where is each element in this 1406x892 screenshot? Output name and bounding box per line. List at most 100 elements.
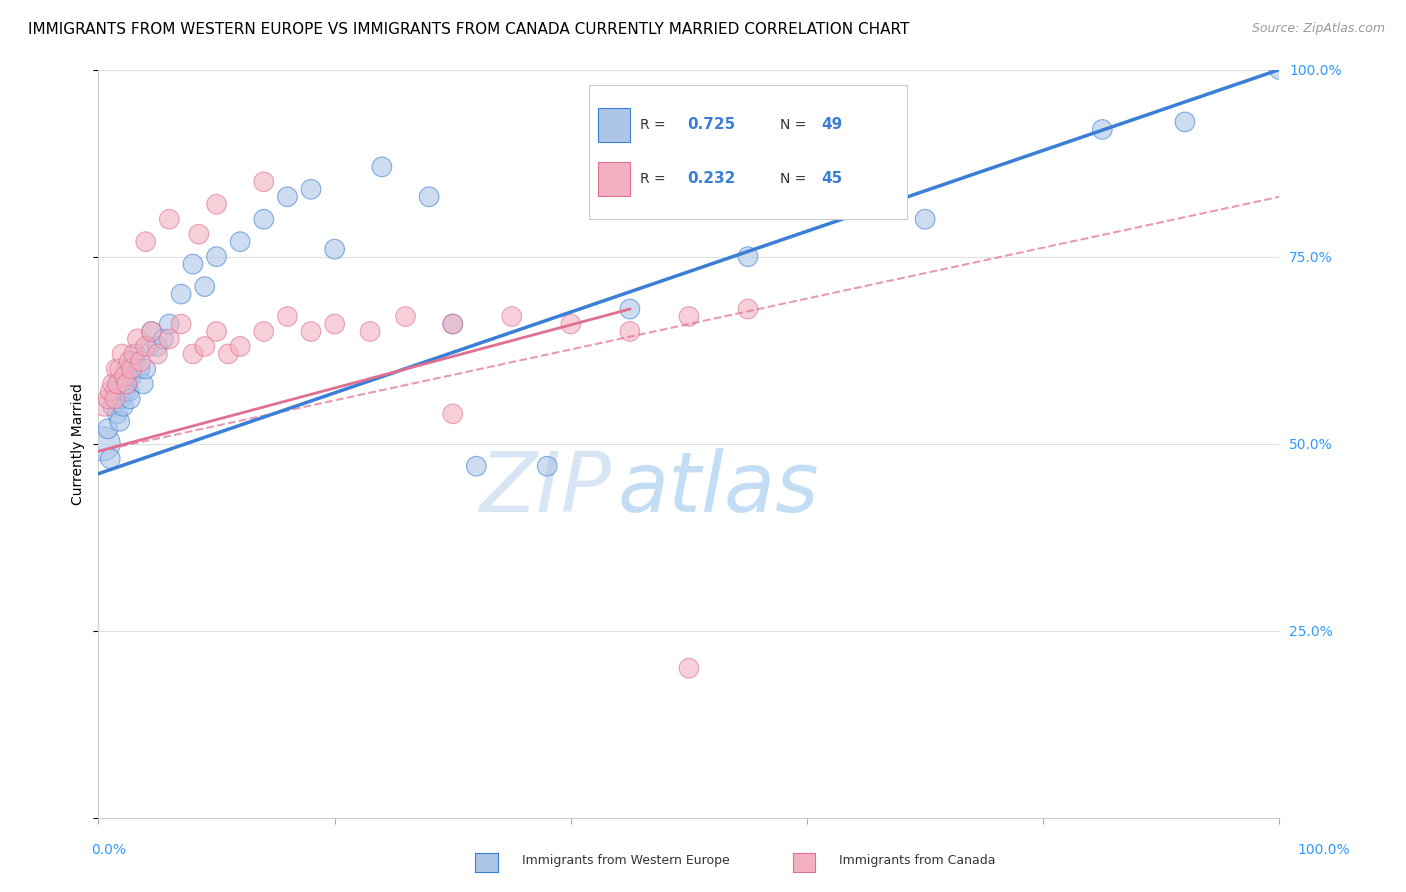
Text: Immigrants from Canada: Immigrants from Canada [823, 854, 995, 867]
Point [114, 384, 136, 399]
Point [737, 301, 759, 316]
Point [157, 332, 180, 346]
Point [105, 376, 128, 391]
Text: atlas: atlas [619, 448, 820, 529]
Point [127, 332, 149, 346]
Point [678, 310, 700, 324]
Point [359, 325, 381, 339]
Point [205, 325, 228, 339]
Point [97, 422, 120, 436]
Point [194, 279, 217, 293]
Point [91, 436, 114, 450]
Point [105, 362, 128, 376]
Point [112, 369, 135, 384]
Point [217, 347, 239, 361]
Point [205, 197, 228, 211]
Point [104, 392, 127, 406]
Point [101, 400, 124, 414]
Point [108, 414, 131, 428]
Point [1091, 122, 1114, 136]
Point [101, 376, 124, 391]
Point [371, 160, 394, 174]
Point [229, 235, 252, 249]
Point [187, 227, 209, 242]
Point [97, 392, 120, 406]
Point [205, 250, 228, 264]
Point [112, 400, 135, 414]
Point [323, 317, 346, 331]
Point [125, 347, 148, 361]
Point [135, 339, 157, 353]
Text: 0.0%: 0.0% [91, 843, 127, 857]
Point [141, 325, 163, 339]
Text: 100.0%: 100.0% [1298, 843, 1350, 857]
Point [170, 317, 193, 331]
Point [111, 347, 134, 361]
Point [121, 369, 143, 384]
Point [111, 384, 134, 399]
Point [1174, 115, 1197, 129]
Point [152, 332, 174, 346]
Point [253, 325, 276, 339]
Point [132, 376, 155, 391]
Point [157, 317, 180, 331]
Point [115, 362, 138, 376]
Point [1268, 62, 1291, 77]
Point [501, 310, 523, 324]
Text: ZIP: ZIP [481, 448, 612, 529]
Point [118, 384, 141, 399]
Point [98, 384, 121, 399]
Point [105, 392, 128, 406]
Point [93, 400, 115, 414]
Point [129, 354, 152, 368]
Point [441, 317, 464, 331]
Point [299, 325, 322, 339]
Point [104, 384, 127, 399]
Point [418, 190, 440, 204]
Point [914, 212, 936, 227]
Point [229, 339, 252, 353]
Point [118, 354, 141, 368]
Point [619, 301, 641, 316]
Text: Source: ZipAtlas.com: Source: ZipAtlas.com [1251, 22, 1385, 36]
Point [146, 339, 169, 353]
Point [441, 317, 464, 331]
Point [394, 310, 416, 324]
Text: Immigrants from Western Europe: Immigrants from Western Europe [506, 854, 730, 867]
Point [122, 354, 145, 368]
Point [120, 392, 142, 406]
Point [98, 451, 121, 466]
Point [135, 362, 157, 376]
Point [138, 339, 160, 353]
Point [276, 310, 298, 324]
Point [253, 212, 276, 227]
Point [536, 459, 558, 474]
Point [141, 325, 163, 339]
Point [181, 257, 204, 271]
Point [110, 392, 132, 406]
Point [170, 287, 193, 301]
Point [108, 362, 131, 376]
Point [121, 362, 143, 376]
Point [117, 376, 139, 391]
Point [276, 190, 298, 204]
Point [737, 250, 759, 264]
Point [135, 235, 157, 249]
Point [122, 347, 145, 361]
Point [465, 459, 488, 474]
Point [560, 317, 582, 331]
Point [194, 339, 217, 353]
Text: IMMIGRANTS FROM WESTERN EUROPE VS IMMIGRANTS FROM CANADA CURRENTLY MARRIED CORRE: IMMIGRANTS FROM WESTERN EUROPE VS IMMIGR… [28, 22, 910, 37]
Point [105, 407, 128, 421]
Point [299, 182, 322, 196]
Point [441, 407, 464, 421]
Point [112, 369, 135, 384]
Y-axis label: Currently Married: Currently Married [72, 383, 86, 505]
Point [323, 242, 346, 256]
Point [128, 362, 150, 376]
Point [115, 376, 138, 391]
Point [678, 661, 700, 675]
Point [253, 175, 276, 189]
Point [107, 376, 129, 391]
Point [181, 347, 204, 361]
